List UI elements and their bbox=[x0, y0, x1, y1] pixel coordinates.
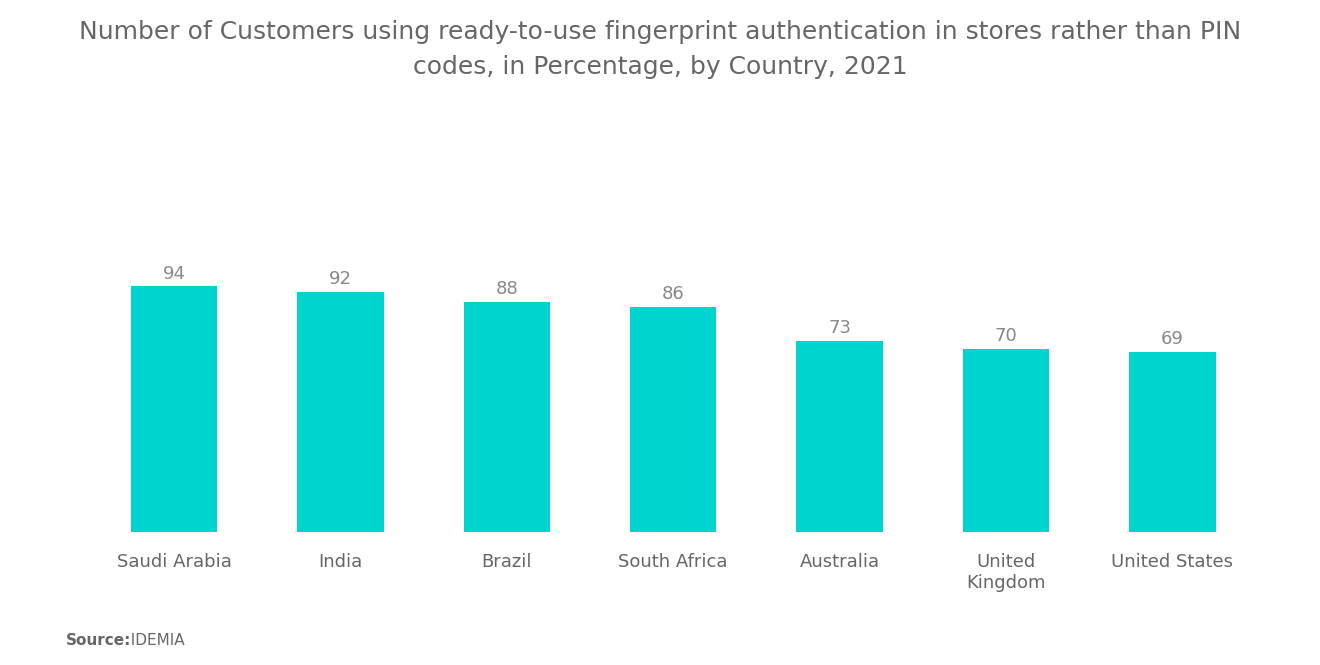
Text: Australia: Australia bbox=[800, 553, 879, 571]
Text: 86: 86 bbox=[661, 285, 685, 303]
Text: 69: 69 bbox=[1160, 330, 1184, 348]
Text: 88: 88 bbox=[495, 280, 519, 298]
Text: United States: United States bbox=[1111, 553, 1233, 571]
Bar bbox=[1129, 352, 1216, 532]
Text: South Africa: South Africa bbox=[619, 553, 727, 571]
Bar bbox=[630, 307, 717, 532]
Bar bbox=[962, 349, 1049, 532]
Text: Source:: Source: bbox=[66, 633, 132, 648]
Bar bbox=[297, 292, 384, 532]
Text: 92: 92 bbox=[329, 270, 352, 288]
Text: 73: 73 bbox=[828, 319, 851, 337]
Bar bbox=[463, 302, 550, 532]
Text: India: India bbox=[318, 553, 363, 571]
Text: Saudi Arabia: Saudi Arabia bbox=[116, 553, 231, 571]
Text: Number of Customers using ready-to-use fingerprint authentication in stores rath: Number of Customers using ready-to-use f… bbox=[79, 20, 1241, 79]
Bar bbox=[796, 341, 883, 532]
Text: IDEMIA: IDEMIA bbox=[121, 633, 185, 648]
Text: 94: 94 bbox=[162, 265, 186, 283]
Bar bbox=[131, 287, 218, 532]
Text: United
Kingdom: United Kingdom bbox=[966, 553, 1045, 592]
Text: Brazil: Brazil bbox=[482, 553, 532, 571]
Text: 70: 70 bbox=[994, 327, 1018, 345]
